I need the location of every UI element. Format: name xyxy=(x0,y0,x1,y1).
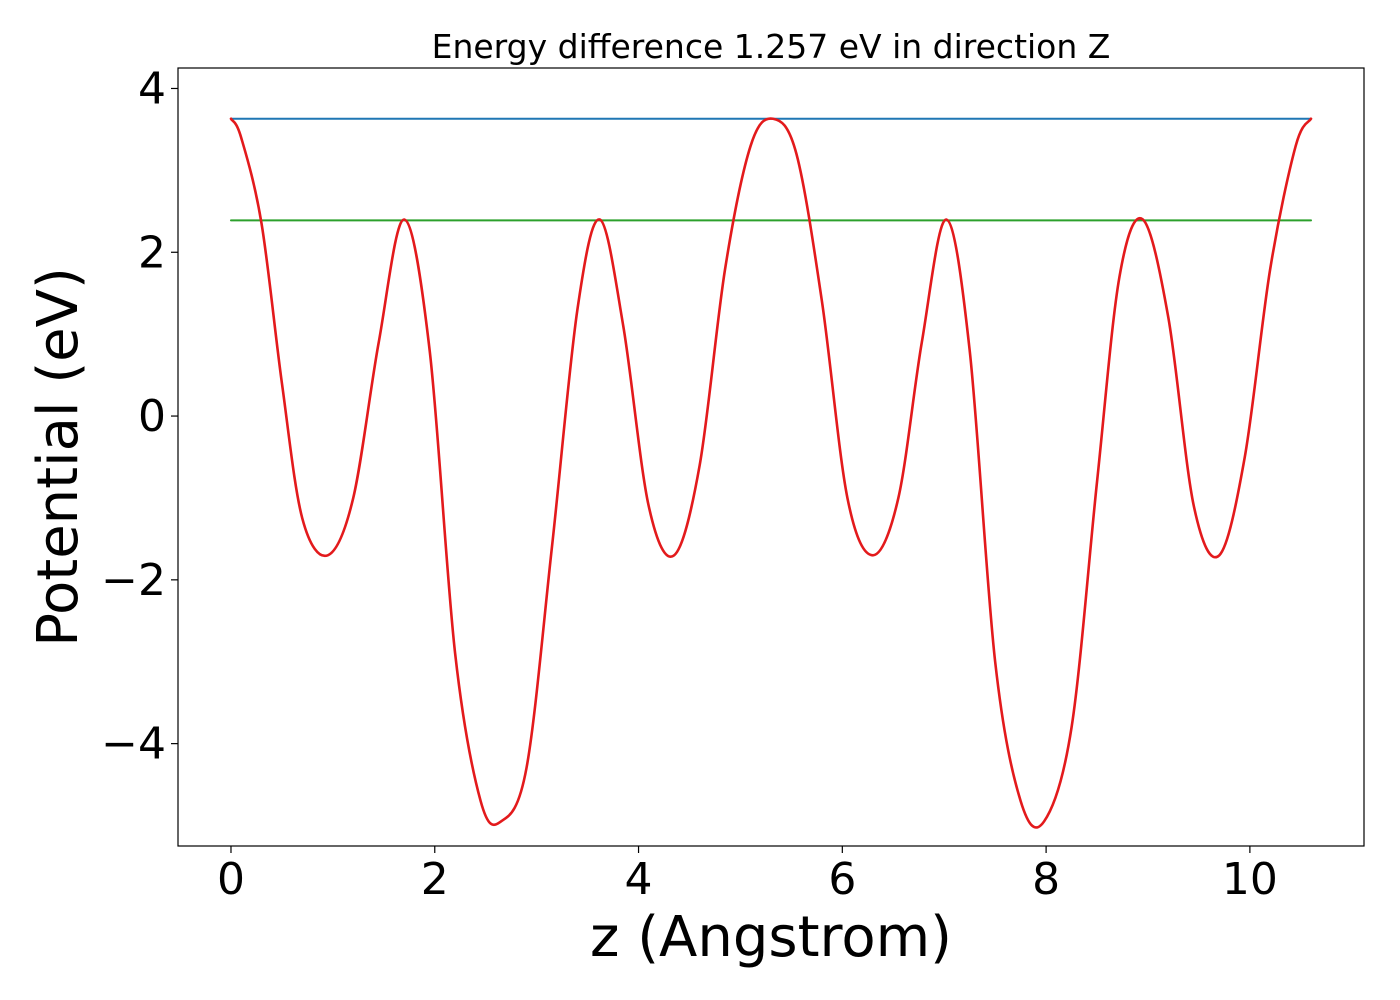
y-axis-label: Potential (eV) xyxy=(26,267,91,647)
y-tick-label: −2 xyxy=(101,555,166,606)
chart-title: Energy difference 1.257 eV in direction … xyxy=(432,27,1111,66)
x-tick-label: 2 xyxy=(421,854,449,905)
series-line-potential xyxy=(229,117,1313,829)
y-tick-label: 4 xyxy=(138,63,166,114)
x-tick-label: 6 xyxy=(828,854,856,905)
y-tick-label: 2 xyxy=(138,227,166,278)
x-tick-label: 8 xyxy=(1032,854,1060,905)
x-tick-label: 0 xyxy=(217,854,245,905)
y-tick-label: −4 xyxy=(101,719,166,770)
x-axis-label: z (Angstrom) xyxy=(590,905,952,970)
plot-frame xyxy=(177,67,1365,847)
x-tick-label: 10 xyxy=(1222,854,1278,905)
y-tick-label: 0 xyxy=(138,391,166,442)
x-tick-label: 4 xyxy=(625,854,653,905)
